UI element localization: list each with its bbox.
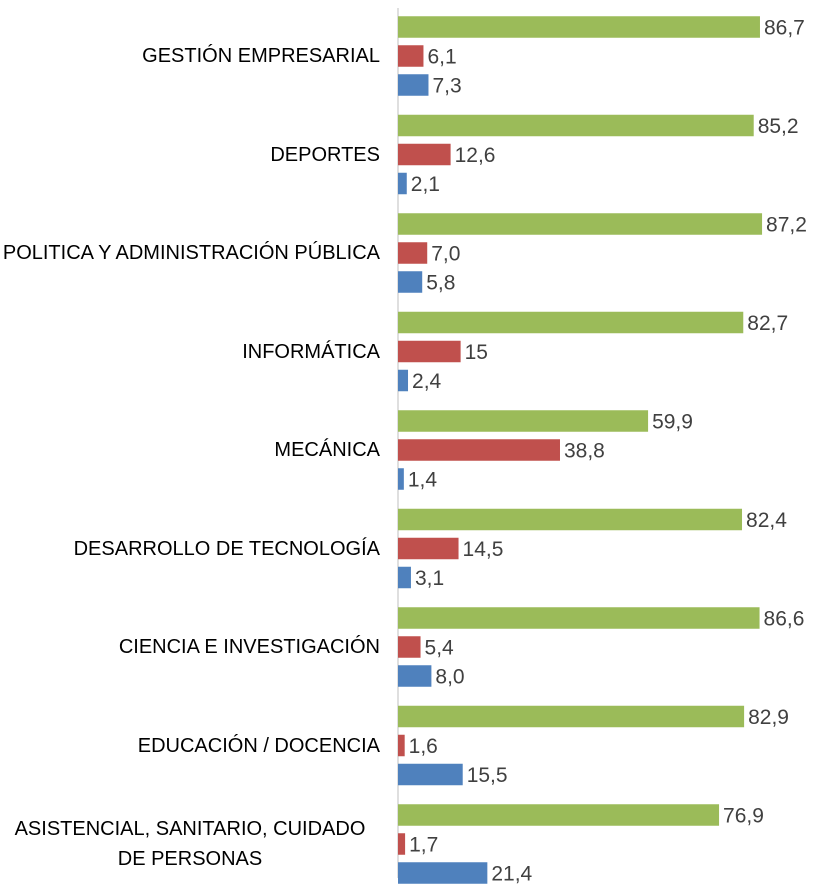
- value-label: 86,6: [764, 608, 805, 631]
- value-label: 38,8: [564, 440, 605, 463]
- bar: [398, 468, 404, 490]
- bar: [398, 340, 461, 363]
- bar: [398, 566, 411, 589]
- category-label-box: POLITICA Y ADMINISTRACIÓN PÚBLICA: [0, 213, 380, 293]
- value-label: 15: [465, 341, 488, 364]
- value-label: 2,1: [411, 173, 440, 196]
- value-label: 8,0: [435, 666, 464, 689]
- value-label: 7,3: [432, 75, 461, 98]
- value-label: 14,5: [463, 538, 504, 561]
- category-label-box: INFORMÁTICA: [0, 312, 380, 392]
- value-label: 3,1: [415, 567, 444, 590]
- value-label: 86,7: [764, 17, 805, 40]
- value-label: 82,7: [747, 312, 788, 335]
- bar: [398, 833, 406, 855]
- value-label: 5,8: [426, 272, 455, 295]
- bar: [398, 705, 745, 728]
- category-label-box: DESARROLLO DE TECNOLOGÍA: [0, 509, 380, 589]
- bar: [398, 213, 763, 235]
- value-label: 15,5: [467, 764, 508, 787]
- bar: [398, 763, 463, 786]
- value-label: 85,2: [758, 115, 799, 138]
- bar: [398, 439, 560, 461]
- y-tick-label: POLITICA Y ADMINISTRACIÓN PÚBLICA: [2, 242, 380, 264]
- value-label: 5,4: [425, 637, 455, 660]
- value-label: 12,6: [455, 144, 496, 167]
- bar: [398, 537, 459, 560]
- bar: [398, 45, 424, 67]
- y-tick-label: CIENCIA E INVESTIGACIÓN: [118, 636, 380, 658]
- value-label: 7,0: [431, 243, 460, 266]
- bar: [398, 143, 451, 166]
- bar: [398, 114, 754, 137]
- bar: [398, 665, 432, 687]
- category-label-box: GESTIÓN EMPRESARIAL: [0, 16, 380, 96]
- value-label: 6,1: [427, 46, 456, 69]
- bar: [398, 242, 428, 264]
- bar: [398, 311, 744, 334]
- value-label: 21,4: [491, 863, 532, 885]
- y-tick-label: MECÁNICA: [274, 439, 380, 461]
- bar: [398, 172, 407, 195]
- value-label: 2,4: [412, 370, 442, 393]
- category-label-box: DEPORTES: [0, 115, 380, 195]
- value-label: 87,2: [766, 214, 807, 237]
- value-label: 82,9: [748, 706, 789, 729]
- y-tick-label: INFORMÁTICA: [242, 340, 380, 363]
- value-label: 1,4: [408, 469, 438, 492]
- y-tick-label: EDUCACIÓN / DOCENCIA: [137, 734, 380, 757]
- value-label: 1,6: [409, 735, 438, 758]
- bar: [398, 607, 760, 629]
- bar: [398, 410, 649, 432]
- category-label-box: EDUCACIÓN / DOCENCIA: [0, 706, 380, 786]
- category-label-box: MECÁNICA: [0, 410, 380, 490]
- bar: [398, 734, 405, 757]
- bar: [398, 74, 429, 96]
- bar: [398, 636, 421, 658]
- value-label: 59,9: [652, 411, 693, 434]
- value-label: 76,9: [723, 805, 764, 828]
- y-tick-label: GESTIÓN EMPRESARIAL: [142, 45, 380, 67]
- bar: [398, 271, 423, 293]
- bar: [398, 369, 409, 392]
- y-tick-label: ASISTENCIAL, SANITARIO, CUIDADO DE PERSO…: [14, 818, 366, 870]
- bar: [398, 508, 743, 531]
- value-label: 82,4: [746, 509, 787, 532]
- bar: [398, 16, 760, 38]
- y-tick-label: DESARROLLO DE TECNOLOGÍA: [73, 537, 380, 560]
- category-label-box: ASISTENCIAL, SANITARIO, CUIDADO DE PERSO…: [0, 804, 380, 884]
- bar: [398, 862, 488, 884]
- value-label: 1,7: [409, 834, 438, 857]
- bar: [398, 804, 720, 826]
- category-label-box: CIENCIA E INVESTIGACIÓN: [0, 607, 380, 687]
- y-tick-label: DEPORTES: [270, 143, 380, 166]
